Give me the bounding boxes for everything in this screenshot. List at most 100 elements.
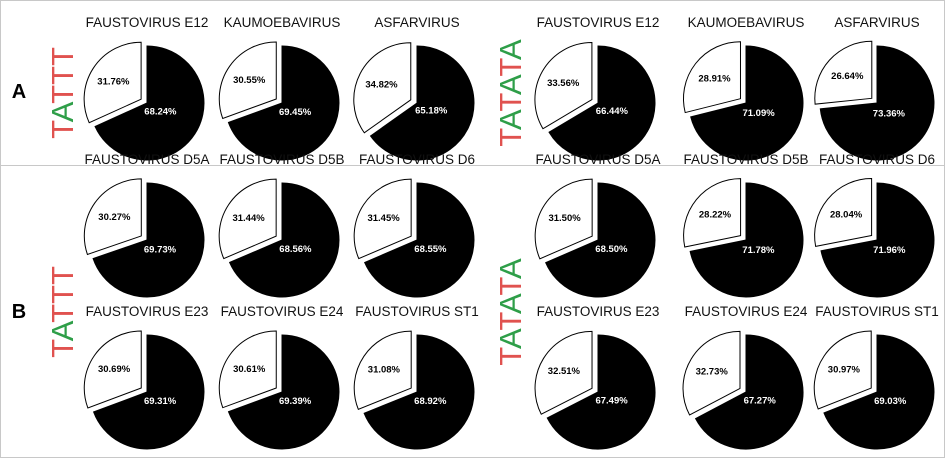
pie-title: FAUSTOVIRUS D6: [819, 152, 935, 167]
pie-slice-minor: [682, 330, 741, 416]
pie-slice-major: [92, 182, 205, 298]
pie-chart: FAUSTOVIRUS E24 30.61% 69.39%: [218, 304, 344, 450]
pie-slice-major: [546, 334, 656, 450]
pie-label-minor: 28.04%: [830, 210, 863, 221]
motif-letter: T: [45, 304, 80, 323]
motif-text: TATATA: [493, 258, 528, 366]
pie-label-minor: 31.50%: [548, 213, 581, 224]
pie-label-major: 71.96%: [873, 245, 906, 256]
motif-letter: T: [493, 347, 528, 366]
pie-title: FAUSTOVIRUS E24: [221, 304, 344, 319]
pie-title: FAUSTOVIRUS D5B: [219, 152, 344, 167]
pie-chart: KAUMOEBAVIRUS 28.91% 71.09%: [683, 15, 805, 161]
pie-slice-minor: [534, 42, 593, 130]
motif-letter: T: [45, 120, 80, 139]
pie-chart: FAUSTOVIRUS ST1 30.97% 69.03%: [813, 304, 939, 450]
pie-label-minor: 30.97%: [828, 365, 861, 376]
pie-slice-major: [369, 45, 475, 161]
pie-slice-major: [228, 182, 340, 298]
pie-slice-major: [690, 45, 804, 161]
pie-title: FAUSTOVIRUS E23: [86, 304, 209, 319]
pie-slice-major: [694, 334, 804, 450]
pie-title: FAUSTOVIRUS E12: [86, 15, 209, 30]
pie-label-major: 67.49%: [595, 395, 628, 406]
motif-letter: A: [493, 109, 528, 130]
motif-label-b-left: TATTT: [45, 266, 80, 358]
pie-slice-minor: [83, 178, 142, 256]
motif-letter: T: [493, 312, 528, 331]
pie-title: FAUSTOVIRUS ST1: [355, 304, 479, 319]
motif-letter: T: [493, 93, 528, 112]
motif-label-b-right: TATATA: [493, 258, 528, 366]
pie-label-major: 69.03%: [874, 396, 907, 407]
pie-slice-minor: [683, 178, 742, 248]
pie-label-minor: 28.22%: [699, 210, 732, 221]
motif-text: TATATA: [493, 39, 528, 147]
pie-slice-major: [363, 182, 475, 298]
pie-label-major: 68.55%: [414, 244, 447, 255]
pie-label-minor: 34.82%: [365, 80, 398, 91]
pie-label-major: 67.27%: [744, 395, 777, 406]
pie-chart: FAUSTOVIRUS D5B 28.22% 71.78%: [683, 152, 809, 298]
pie-label-major: 73.36%: [873, 109, 906, 120]
pie-slice-major: [92, 334, 205, 450]
pie-label-major: 71.78%: [742, 245, 775, 256]
motif-letter: T: [493, 277, 528, 296]
pie-chart: FAUSTOVIRUS ST1 31.08% 68.92%: [353, 304, 479, 450]
pie-label-minor: 30.69%: [98, 364, 131, 375]
pie-label-minor: 32.73%: [696, 366, 729, 377]
motif-letter: T: [45, 47, 80, 66]
pie-slice-major: [823, 334, 935, 450]
motif-letter: A: [493, 258, 528, 279]
panel-label-b: B: [12, 301, 26, 323]
pie-slice-minor: [814, 40, 873, 105]
panel-label-a: A: [12, 81, 26, 103]
pie-label-minor: 28.91%: [698, 73, 731, 84]
pie-label-minor: 32.51%: [548, 366, 581, 377]
motif-letter: A: [45, 320, 80, 341]
pie-label-minor: 31.08%: [368, 365, 401, 376]
pie-title: FAUSTOVIRUS E23: [537, 304, 660, 319]
pie-title: FAUSTOVIRUS D5B: [683, 152, 808, 167]
motif-text: TATTT: [45, 47, 80, 139]
pie-chart: FAUSTOVIRUS D6 28.04% 71.96%: [814, 152, 935, 298]
pie-slice-major: [548, 45, 656, 161]
pie-label-major: 69.39%: [279, 396, 312, 407]
motif-label-a-right: TATATA: [493, 39, 528, 147]
pie-label-major: 71.09%: [742, 108, 775, 119]
pie-chart: KAUMOEBAVIRUS 30.55% 69.45%: [218, 15, 341, 161]
pie-slice-minor: [353, 330, 412, 410]
pie-label-major: 65.18%: [415, 105, 448, 116]
pie-title: ASFARVIRUS: [374, 15, 459, 30]
pie-slice-minor: [534, 178, 593, 260]
pie-label-minor: 30.55%: [233, 75, 266, 86]
pie-title: KAUMOEBAVIRUS: [224, 15, 341, 30]
pie-title: FAUSTOVIRUS D5A: [84, 152, 209, 167]
pie-chart: FAUSTOVIRUS E12 31.76% 68.24%: [83, 15, 209, 161]
pie-slice-major: [820, 182, 935, 298]
pie-label-minor: 31.44%: [232, 213, 265, 224]
motif-letter: A: [493, 39, 528, 60]
pie-label-major: 69.45%: [279, 107, 312, 118]
motif-letter: T: [45, 66, 80, 85]
motif-letter: T: [493, 58, 528, 77]
pie-label-minor: 31.45%: [367, 213, 400, 224]
pie-chart: ASFARVIRUS 34.82% 65.18%: [353, 15, 475, 161]
pie-title: FAUSTOVIRUS ST1: [815, 304, 939, 319]
pie-label-major: 68.50%: [595, 244, 628, 255]
pie-chart: FAUSTOVIRUS E23 32.51% 67.49%: [534, 304, 660, 450]
pie-slice-major: [545, 182, 656, 298]
pie-slice-minor: [218, 178, 277, 260]
motif-label-a-left: TATTT: [45, 47, 80, 139]
pie-title: KAUMOEBAVIRUS: [688, 15, 805, 30]
pie-chart: FAUSTOVIRUS E24 32.73% 67.27%: [682, 304, 808, 450]
motif-letter: A: [493, 328, 528, 349]
pie-slice-minor: [83, 330, 142, 409]
motif-letter: T: [45, 266, 80, 285]
pie-title: FAUSTOVIRUS E12: [537, 15, 660, 30]
pie-slice-minor: [813, 330, 872, 410]
pie-slice-minor: [683, 41, 741, 114]
pie-title: FAUSTOVIRUS D6: [359, 152, 475, 167]
